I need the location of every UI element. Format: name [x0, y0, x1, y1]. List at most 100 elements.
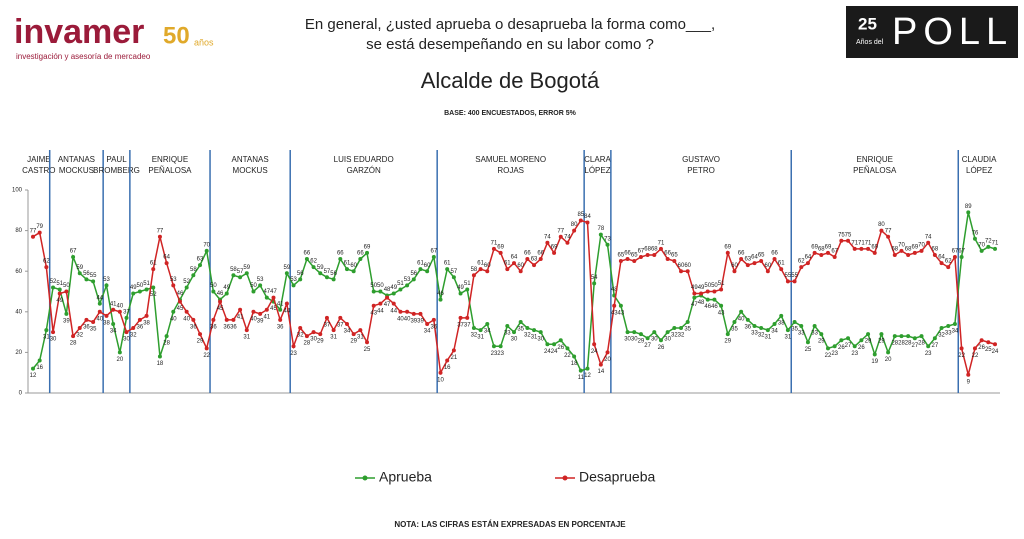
data-label: 72 [985, 238, 992, 244]
data-label: 29 [317, 339, 324, 345]
data-point [358, 328, 363, 333]
data-label: 62 [310, 259, 317, 265]
data-point [638, 254, 643, 259]
data-point [879, 332, 884, 337]
data-point [171, 283, 176, 288]
data-point [712, 297, 717, 302]
data-point [131, 291, 136, 296]
data-label: 23 [831, 351, 838, 357]
data-label: 41 [110, 301, 117, 307]
data-label: 40 [170, 316, 177, 322]
data-label: 36 [83, 324, 90, 330]
data-label: 65 [758, 253, 765, 259]
data-label: 36 [210, 324, 217, 330]
data-point [892, 334, 897, 339]
period-label: ROJAS [497, 166, 524, 175]
data-label: 31 [243, 335, 250, 341]
data-point [438, 297, 443, 302]
data-label: 65 [618, 253, 625, 259]
data-point [137, 317, 142, 322]
data-point [291, 344, 296, 349]
data-point [979, 338, 984, 343]
period-label: BROMBERG [93, 166, 140, 175]
data-label: 60 [684, 263, 691, 269]
data-point [218, 299, 223, 304]
data-label: 52 [150, 292, 157, 298]
data-point [338, 315, 343, 320]
data-label: 75 [845, 232, 852, 238]
data-point [478, 328, 483, 333]
data-label: 36 [223, 324, 230, 330]
data-point [405, 283, 410, 288]
data-label: 35 [90, 327, 97, 333]
data-point [518, 269, 523, 274]
data-point [852, 344, 857, 349]
legend-label: Desaprueba [579, 469, 655, 485]
data-label: 50 [370, 283, 377, 289]
data-point [652, 252, 657, 257]
data-point [458, 291, 463, 296]
data-point [779, 267, 784, 272]
data-label: 64 [805, 255, 812, 261]
data-label: 22 [972, 353, 979, 359]
data-label: 31 [477, 335, 484, 341]
data-label: 28 [905, 341, 912, 347]
data-label: 55 [785, 273, 792, 279]
data-point [91, 319, 96, 324]
data-point [912, 250, 917, 255]
data-point [512, 261, 516, 266]
data-point [638, 332, 643, 337]
period-label: JAIME [27, 155, 51, 164]
data-label: 65 [671, 253, 678, 259]
data-label: 46 [177, 291, 184, 297]
data-point [632, 259, 637, 264]
data-label: 22 [825, 353, 832, 359]
data-point [618, 303, 623, 308]
data-label: 32 [524, 333, 531, 339]
logo-sub: investigación y asesoría de mercadeo [16, 52, 151, 61]
data-point [558, 234, 563, 239]
data-point [44, 328, 49, 333]
data-point [238, 307, 243, 312]
data-point [344, 321, 349, 326]
data-point [665, 330, 670, 335]
data-point [932, 252, 937, 257]
data-point [972, 346, 977, 351]
data-point [592, 281, 597, 286]
data-label: 27 [932, 343, 939, 349]
data-label: 22 [564, 353, 571, 359]
data-label: 34 [424, 329, 431, 335]
data-label: 60 [484, 263, 491, 269]
data-point [745, 317, 750, 322]
data-label: 20 [117, 357, 124, 363]
data-point [785, 328, 790, 333]
data-point [445, 267, 450, 272]
data-point [645, 252, 650, 257]
data-label: 68 [644, 247, 651, 253]
data-point [652, 330, 657, 335]
anniversary: 50 [163, 22, 190, 49]
data-label: 44 [390, 308, 397, 314]
data-point [458, 315, 463, 320]
data-point [398, 287, 403, 292]
data-label: 36 [744, 324, 751, 330]
data-point [919, 334, 924, 339]
data-point [993, 246, 997, 251]
data-point [946, 265, 951, 270]
data-label: 69 [871, 245, 878, 251]
data-point [926, 240, 931, 245]
data-point [558, 338, 563, 343]
data-point [324, 315, 329, 320]
data-point [358, 257, 363, 262]
data-point [658, 246, 663, 251]
data-label: 41 [237, 314, 244, 320]
data-point [398, 309, 403, 314]
data-point [752, 324, 757, 329]
data-label: 70 [203, 242, 210, 248]
data-label: 57 [324, 269, 331, 275]
data-point [952, 321, 957, 326]
data-label: 68 [891, 247, 898, 253]
data-point [759, 326, 764, 331]
data-label: 60 [350, 263, 357, 269]
data-label: 23 [290, 351, 297, 357]
